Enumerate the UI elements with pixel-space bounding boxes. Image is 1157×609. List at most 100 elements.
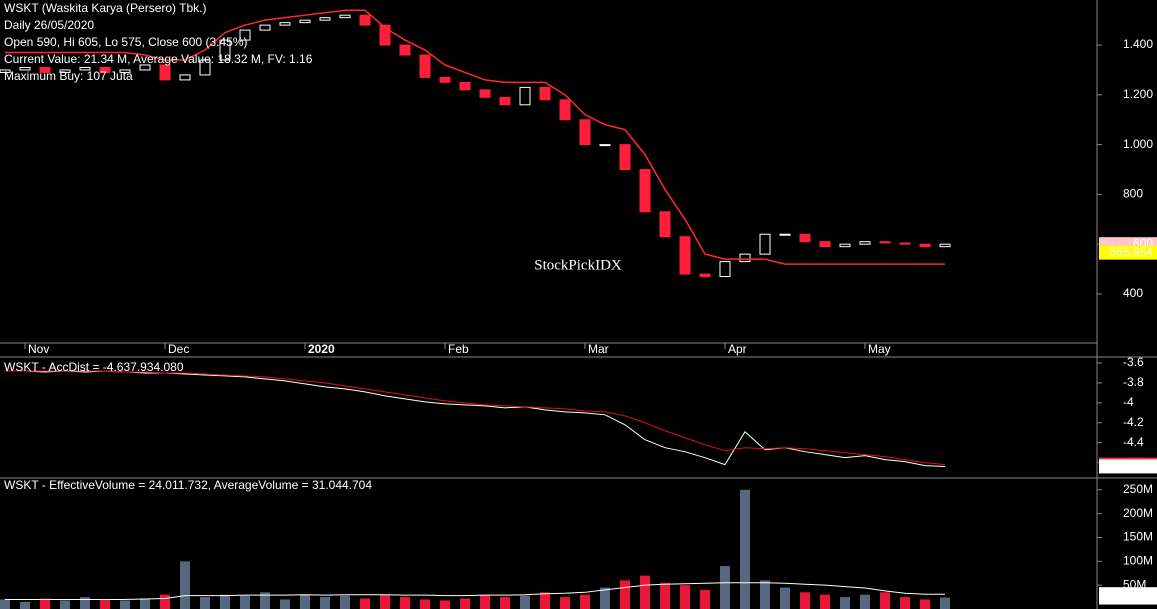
candle bbox=[259, 24, 271, 31]
candle bbox=[399, 44, 411, 56]
chart-title: WSKT - AccDist = -4.637.934.080 bbox=[4, 360, 184, 374]
volume-bar bbox=[660, 582, 670, 609]
volume-bar bbox=[880, 592, 890, 609]
annotation: Current Value: 21.34 M, Average Value: 1… bbox=[4, 52, 313, 66]
y-tick-label: 150M bbox=[1123, 530, 1153, 544]
volume-bar bbox=[900, 597, 910, 609]
y-tick-label: 1.200 bbox=[1123, 87, 1153, 101]
volume-bar bbox=[840, 597, 850, 609]
volume-bar bbox=[220, 594, 230, 609]
candle bbox=[759, 233, 771, 255]
volume-bar bbox=[940, 597, 950, 609]
x-tick-label: Nov bbox=[28, 342, 49, 356]
volume-bar bbox=[80, 597, 90, 609]
candle bbox=[579, 119, 591, 146]
candle bbox=[779, 233, 791, 236]
x-tick-label: Feb bbox=[448, 342, 469, 356]
last-value-box bbox=[1099, 459, 1157, 474]
candle bbox=[819, 241, 831, 248]
volume-bar bbox=[580, 594, 590, 609]
volume-bar bbox=[680, 585, 690, 609]
y-tick-label: 250M bbox=[1123, 482, 1153, 496]
volume-bar bbox=[500, 597, 510, 609]
candle bbox=[359, 14, 371, 26]
candle bbox=[919, 243, 931, 248]
volume-bar bbox=[320, 597, 330, 609]
x-tick-label: Apr bbox=[728, 342, 747, 356]
volume-bar bbox=[420, 599, 430, 609]
candle bbox=[139, 64, 151, 71]
volume-bar bbox=[200, 597, 210, 609]
volume-bar bbox=[360, 598, 370, 609]
volume-bar bbox=[300, 594, 310, 609]
x-tick-label: May bbox=[868, 342, 891, 356]
candle bbox=[839, 243, 851, 248]
candle bbox=[159, 64, 171, 81]
y-tick-label: -4.4 bbox=[1123, 435, 1144, 449]
y-tick-label: 800 bbox=[1123, 187, 1143, 201]
volume-bar bbox=[460, 598, 470, 609]
candle bbox=[599, 144, 611, 147]
annotation: Open 590, Hi 605, Lo 575, Close 600 (3.4… bbox=[4, 35, 248, 49]
volume-bar bbox=[860, 594, 870, 609]
candle bbox=[319, 17, 331, 21]
candle bbox=[0, 69, 11, 73]
candle bbox=[859, 241, 871, 245]
volume-bar bbox=[740, 489, 750, 609]
candle bbox=[499, 96, 511, 106]
candle bbox=[519, 86, 531, 106]
y-tick-label: 100M bbox=[1123, 553, 1153, 567]
candle bbox=[699, 273, 711, 278]
volume-bar bbox=[520, 595, 530, 609]
volume-bar bbox=[400, 597, 410, 609]
y-tick-label: -3.6 bbox=[1123, 355, 1144, 369]
candle bbox=[79, 66, 91, 71]
stop-line bbox=[5, 9, 945, 265]
volume-bar bbox=[240, 595, 250, 609]
last-value-label: 24.011.73 bbox=[1101, 590, 1154, 604]
volume-bar bbox=[260, 592, 270, 609]
y-tick-label: 200M bbox=[1123, 506, 1153, 520]
volume-bar bbox=[440, 600, 450, 609]
annotation: Maximum Buy: 107 Juta bbox=[4, 69, 133, 83]
y-tick-label: -4.2 bbox=[1123, 415, 1144, 429]
chart-title: WSKT - EffectiveVolume = 24.011.732, Ave… bbox=[4, 478, 372, 492]
candle bbox=[19, 66, 31, 71]
candle bbox=[659, 211, 671, 238]
candle bbox=[679, 236, 691, 275]
y-tick-label: 1.000 bbox=[1123, 137, 1153, 151]
candle bbox=[719, 261, 731, 278]
last-value-label: 565.954 bbox=[1110, 245, 1154, 259]
volume-bar bbox=[20, 601, 30, 609]
volume-bar bbox=[160, 594, 170, 609]
y-tick-label: -3.8 bbox=[1123, 375, 1144, 389]
candle bbox=[559, 99, 571, 121]
volume-bar bbox=[0, 599, 10, 609]
x-tick-label: Dec bbox=[168, 342, 189, 356]
volume-bar bbox=[820, 594, 830, 609]
volume-bar bbox=[620, 580, 630, 609]
volume-bar bbox=[40, 598, 50, 609]
volume-bar bbox=[700, 589, 710, 609]
volume-bar bbox=[280, 599, 290, 609]
volume-bar bbox=[380, 594, 390, 609]
series-line bbox=[5, 370, 946, 466]
y-tick-label: 1.400 bbox=[1123, 37, 1153, 51]
volume-bar bbox=[720, 566, 730, 609]
last-value-box bbox=[1099, 245, 1157, 260]
candle bbox=[339, 14, 351, 19]
candle bbox=[459, 81, 471, 91]
candle bbox=[239, 29, 251, 41]
volume-bar bbox=[120, 600, 130, 609]
candle bbox=[379, 24, 391, 46]
volume-bar bbox=[560, 597, 570, 609]
candle bbox=[439, 76, 451, 83]
candle bbox=[419, 54, 431, 78]
candle bbox=[899, 242, 911, 245]
watermark: StockPickIDX bbox=[534, 257, 622, 273]
volume-bar bbox=[480, 594, 490, 609]
x-tick-label: Mar bbox=[588, 342, 609, 356]
candle bbox=[279, 22, 291, 26]
volume-bar bbox=[340, 595, 350, 609]
